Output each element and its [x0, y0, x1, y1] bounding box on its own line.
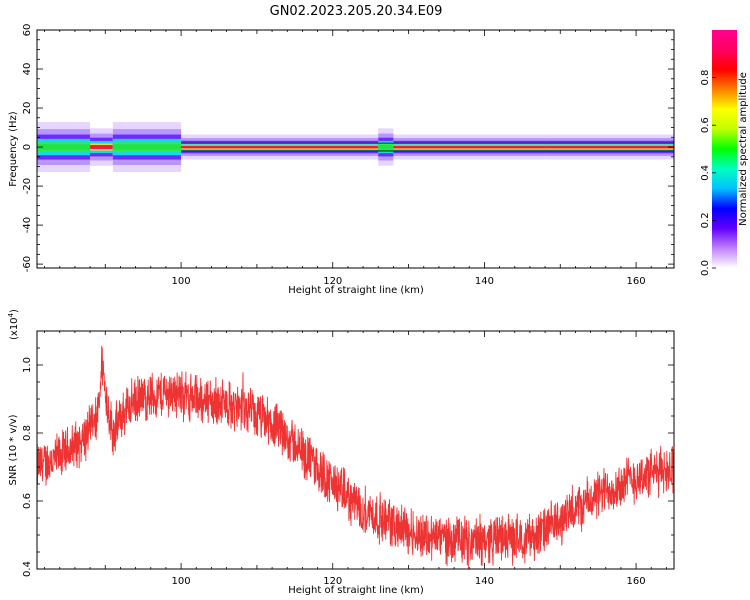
colorbar-tick-label: 0.0	[700, 260, 711, 276]
colorbar-tick-label: 0.2	[700, 212, 711, 228]
snr-x-tick-label: 120	[323, 576, 342, 587]
spectrogram-y-label: Frequency (Hz)	[8, 111, 19, 187]
spectrogram-y-tick-label: 40	[22, 63, 33, 76]
snr-y-tick-label: 0.4	[22, 561, 33, 577]
figure-title: GN02.2023.205.20.34.E09	[270, 4, 443, 19]
snr-x-tick-label: 160	[627, 576, 646, 587]
snr-x-label: Height of straight line (km)	[288, 585, 424, 596]
colorbar-tick-label: 0.6	[700, 117, 711, 133]
spectrogram-ticks: 100 120 140 160 -60 -40 -20 0 20 40 60	[22, 24, 674, 287]
spectrogram-x-tick-label: 160	[627, 276, 646, 287]
spectrogram-y-tick-label: -40	[22, 217, 33, 233]
colorbar-label: Normalized spectral amplitude	[738, 72, 749, 226]
band-core-segment	[112, 144, 182, 150]
colorbar-tick-label: 0.4	[700, 165, 711, 181]
snr-y-tick-label: 0.8	[22, 425, 33, 441]
spectrogram-y-tick-label: 0	[22, 144, 33, 150]
spectrogram-plot-area	[37, 122, 674, 173]
snr-frame	[36, 330, 675, 570]
spectrogram-x-tick-label: 140	[475, 276, 494, 287]
band-core-segment	[90, 145, 113, 150]
snr-y-tick-label: 1.0	[22, 357, 33, 373]
spectrogram-y-tick-label: 60	[22, 24, 33, 37]
spectrogram-x-tick-label: 100	[172, 276, 191, 287]
spectrogram-panel: 100 120 140 160 -60 -40 -20 0 20 40 60 Height of s…	[8, 24, 675, 296]
snr-x-tick-label: 140	[475, 576, 494, 587]
colorbar-tick-label: 0.8	[700, 70, 711, 86]
snr-panel: 100 120 140 160 0.4 0.6 0.8 1.0 Height of strai…	[7, 309, 675, 596]
snr-ticks: 100 120 140 160 0.4 0.6 0.8 1.0	[22, 330, 674, 587]
band-core-segment	[545, 145, 674, 149]
colorbar-ticks: 0.0 0.2 0.4 0.6 0.8	[700, 70, 716, 276]
snr-x-tick-label: 100	[172, 576, 191, 587]
snr-series-line	[37, 345, 674, 569]
spectrogram-x-tick-label: 120	[323, 276, 342, 287]
band-core-segment	[181, 145, 379, 149]
colorbar-gradient	[712, 30, 737, 268]
snr-y-multiplier: (x104)	[7, 309, 20, 340]
spectrogram-y-tick-label: -20	[22, 178, 33, 194]
band-core-segment	[378, 145, 394, 150]
band-core-segment	[393, 145, 546, 149]
band-core-segment	[37, 144, 91, 150]
snr-y-tick-label: 0.6	[22, 493, 33, 509]
colorbar: 0.0 0.2 0.4 0.6 0.8 Normalized spectral ampl…	[700, 30, 749, 276]
spectrogram-y-tick-label: 20	[22, 102, 33, 115]
spectrogram-frame	[36, 29, 675, 269]
spectrogram-x-label: Height of straight line (km)	[288, 285, 424, 296]
snr-y-label: SNR (10 * v/v)	[8, 414, 19, 485]
spectrogram-y-tick-label: -60	[22, 256, 33, 272]
